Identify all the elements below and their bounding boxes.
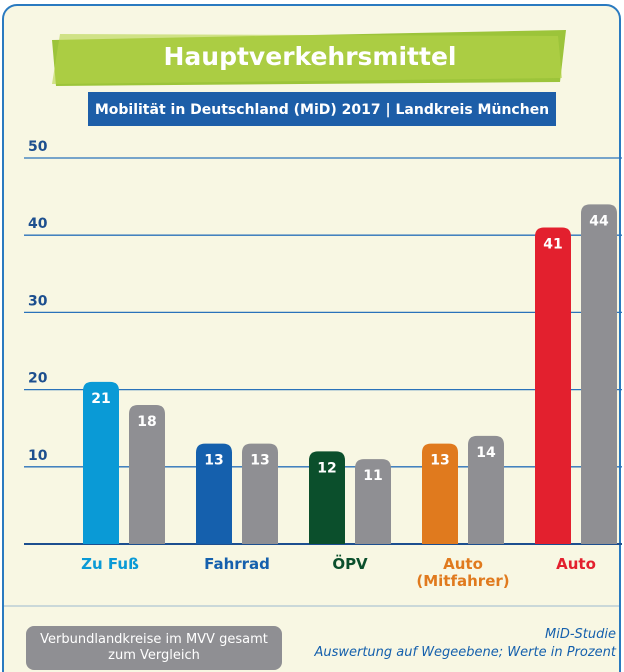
value-label: 13: [430, 453, 449, 469]
bar: [468, 435, 504, 544]
value-label: 13: [204, 453, 223, 469]
value-label: 21: [91, 391, 110, 407]
bar: [535, 227, 571, 545]
value-label: 11: [363, 468, 382, 484]
bar: [196, 443, 232, 544]
value-label: 18: [137, 414, 156, 430]
value-label: 44: [589, 213, 609, 229]
note: Auswertung auf Wegeebene; Werte in Proze…: [314, 645, 616, 660]
value-label: 12: [317, 460, 336, 476]
source: MiD-Studie: [545, 627, 616, 642]
x-tick-label: Auto (Mitfahrer): [416, 555, 510, 590]
legend: Verbundlandkreise im MVV gesamt zum Verg…: [26, 626, 282, 670]
bar: [242, 443, 278, 544]
bar: [309, 451, 345, 544]
value-label: 41: [543, 236, 562, 252]
bar: [355, 459, 391, 544]
x-tick-label: ÖPV: [332, 555, 368, 573]
x-tick-label: Fahrrad: [204, 555, 270, 573]
value-label: 14: [476, 445, 496, 461]
y-tick-label: 50: [28, 139, 48, 155]
bar: [83, 381, 119, 544]
y-tick-label: 10: [28, 448, 48, 464]
y-tick-label: 20: [28, 371, 48, 387]
subtitle-box: [88, 92, 556, 126]
x-tick-label: Auto: [556, 555, 596, 573]
value-label: 13: [250, 453, 269, 469]
x-tick-label: Zu Fuß: [81, 555, 139, 573]
chart-title: Hauptverkehrsmittel: [164, 42, 457, 71]
chart-subtitle: Mobilität in Deutschland (MiD) 2017 | La…: [95, 102, 549, 118]
bar: [129, 405, 165, 544]
bar: [581, 204, 617, 544]
y-tick-label: 30: [28, 293, 48, 309]
bar: [422, 443, 458, 544]
title-banner-light: [52, 34, 562, 84]
y-tick-label: 40: [28, 216, 48, 232]
